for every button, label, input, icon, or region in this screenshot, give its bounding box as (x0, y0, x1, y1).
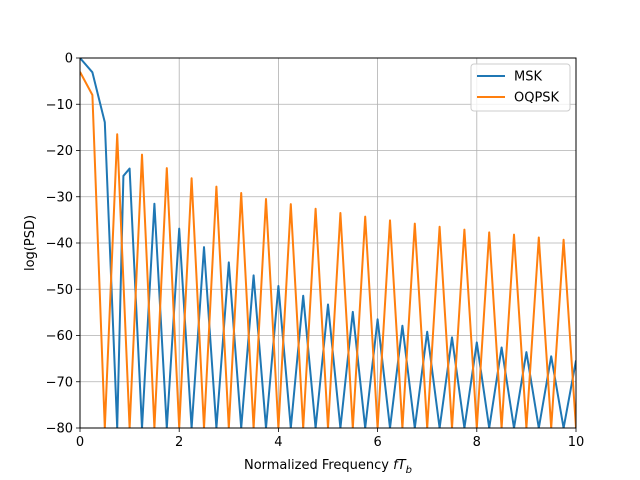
y-tick-label-7: −70 (46, 375, 73, 390)
legend-label-oqpsk: OQPSK (514, 91, 560, 106)
y-tick-label-4: −40 (46, 237, 73, 252)
x-tick-label-4: 8 (473, 435, 481, 450)
y-tick-label-5: −50 (46, 283, 73, 298)
x-tick-label-5: 10 (568, 435, 585, 450)
y-tick-label-8: −80 (46, 422, 73, 437)
y-tick-label-1: −10 (46, 98, 73, 113)
series-line-msk (80, 58, 576, 428)
x-tick-label-0: 0 (76, 435, 84, 450)
x-axis-label: Normalized Frequency fTb (244, 458, 412, 476)
series-line-oqpsk (80, 71, 576, 428)
series-layer (80, 58, 576, 428)
ticks: 0 2 4 6 8 10 0 −10 −20 −30 −40 −50 −60 −70 −80 (46, 52, 585, 451)
y-tick-label-2: −20 (46, 144, 73, 159)
y-axis-label: log(PSD) (23, 215, 38, 271)
x-tick-label-2: 4 (274, 435, 282, 450)
y-tick-label-6: −60 (46, 329, 73, 344)
x-tick-label-3: 6 (373, 435, 381, 450)
y-tick-label-3: −30 (46, 190, 73, 205)
x-tick-label-1: 2 (175, 435, 183, 450)
legend: MSK OQPSK (470, 63, 571, 112)
y-tick-label-0: 0 (65, 52, 73, 67)
legend-label-msk: MSK (514, 70, 542, 85)
